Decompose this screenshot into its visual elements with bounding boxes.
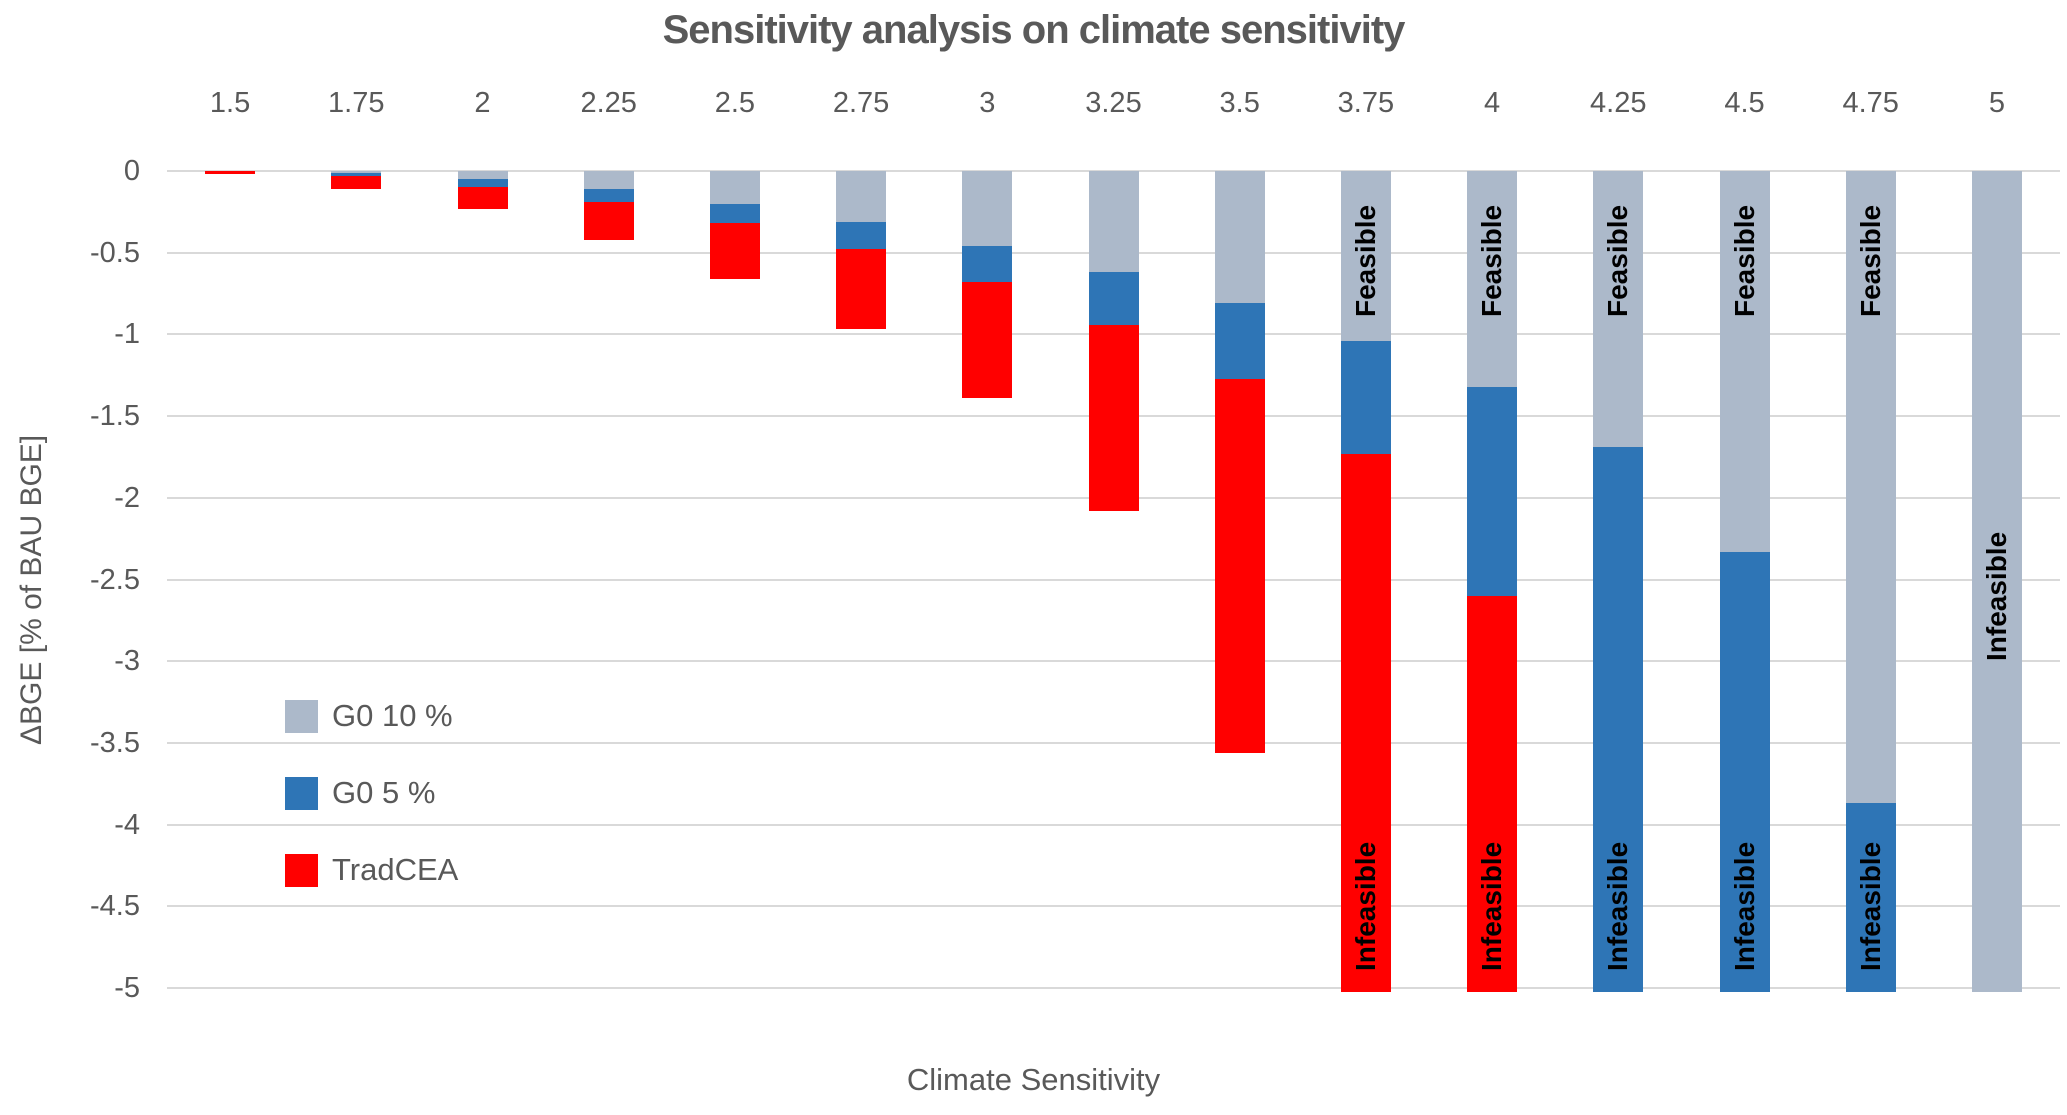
legend-item-tradcea: TradCEA <box>285 843 458 897</box>
gridline <box>167 823 2060 826</box>
x-tick-label: 2.25 <box>580 87 637 119</box>
y-tick-label: -4 <box>114 808 140 841</box>
gridline <box>167 987 2060 989</box>
x-tick-label: 2.5 <box>714 87 756 119</box>
legend-label: G0 5 % <box>332 775 436 810</box>
bar-segment <box>331 171 382 173</box>
bar-segment <box>836 171 887 222</box>
bar-segment <box>1088 171 1139 273</box>
legend-swatch-g0-10-icon <box>285 699 318 733</box>
y-tick-label: -3 <box>114 645 140 678</box>
y-tick-label: -5 <box>114 972 140 1004</box>
bar-segment <box>962 171 1013 247</box>
y-axis-title: ΔBGE [% of BAU BGE] <box>15 434 48 746</box>
x-tick-label: 2.75 <box>832 87 890 119</box>
y-tick-label: -0.5 <box>90 236 140 269</box>
bar-segment <box>1971 171 2022 992</box>
gridline <box>167 741 2060 744</box>
y-tick-label: -1 <box>114 318 140 351</box>
y-tick-label: -2.5 <box>90 563 140 596</box>
legend: G0 10 % G0 5 % TradCEA <box>285 689 458 920</box>
bar-segment <box>1845 171 1896 804</box>
x-tick-label: 2 <box>474 87 491 119</box>
bar-segment <box>205 171 256 175</box>
bar-segment <box>1467 171 1518 387</box>
x-tick-label: 1.75 <box>328 87 385 119</box>
y-tick-label: -3.5 <box>90 726 140 759</box>
legend-swatch-g0-5-icon <box>285 776 318 810</box>
x-tick-label: 4.25 <box>1590 87 1647 119</box>
x-tick-label: 1.5 <box>209 87 251 119</box>
gridline <box>167 660 2060 663</box>
legend-item-g0-5: G0 5 % <box>285 766 458 820</box>
bar-segment <box>457 171 508 180</box>
x-tick-label: 4 <box>1484 87 1501 119</box>
x-tick-label: 3.75 <box>1337 87 1395 119</box>
y-tick-label: 0 <box>123 155 140 187</box>
chart-title: Sensitivity analysis on climate sensitiv… <box>662 8 1406 52</box>
bar-segment <box>1340 171 1391 341</box>
y-tick-label: -2 <box>114 481 140 514</box>
x-tick-label: 5 <box>1988 87 2005 119</box>
x-tick-label: 3.5 <box>1219 87 1260 119</box>
x-tick-label: 3.25 <box>1085 87 1142 119</box>
x-axis-title: Climate Sensitivity <box>906 1062 1161 1097</box>
x-tick-label: 4.5 <box>1724 87 1765 119</box>
bar-segment <box>1214 171 1265 304</box>
bar-segment <box>1719 171 1770 552</box>
bar-segment <box>1593 171 1644 448</box>
legend-label: G0 10 % <box>332 698 453 733</box>
bar-segment <box>583 171 634 189</box>
gridline <box>167 578 2060 581</box>
legend-swatch-tradcea-icon <box>285 853 318 887</box>
y-tick-label: -4.5 <box>90 890 140 923</box>
legend-label: TradCEA <box>332 852 459 887</box>
x-tick-label: 3 <box>979 87 996 119</box>
bar-segment <box>709 171 760 204</box>
gridline <box>167 905 2060 908</box>
bar-segment <box>331 171 382 176</box>
y-tick-label: -1.5 <box>90 400 140 433</box>
legend-item-g0-10: G0 10 % <box>285 689 458 743</box>
x-tick-label: 4.75 <box>1842 87 1899 119</box>
plot-area: Feasible Feasible Feasible Feasible Feasible… <box>167 170 2060 992</box>
